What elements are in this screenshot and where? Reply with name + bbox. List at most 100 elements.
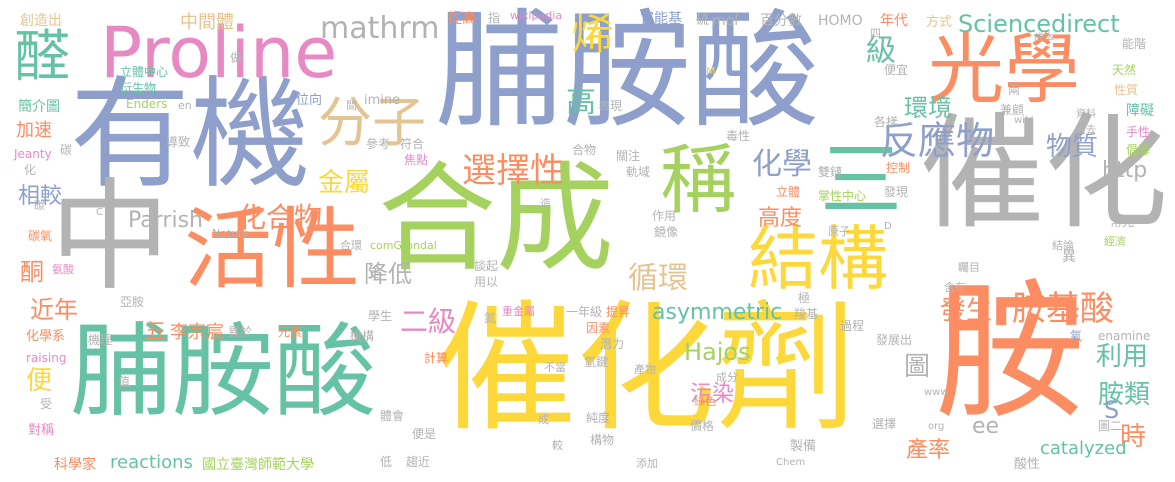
cloud-word: asymmetric: [652, 300, 783, 325]
cloud-word: 綠色: [694, 395, 716, 408]
cloud-word: 二級: [400, 305, 457, 338]
cloud-word: 各樣: [874, 115, 899, 129]
cloud-word: 合物: [572, 143, 597, 157]
cloud-word: Jeanty: [14, 147, 52, 161]
cloud-word: 化學系: [26, 329, 66, 344]
cloud-word: Sciencedirect: [958, 10, 1120, 38]
cloud-word: catalyzed: [1040, 438, 1127, 459]
cloud-word: 做: [230, 51, 243, 65]
cloud-word: HOMO: [818, 13, 863, 29]
cloud-word: 高: [566, 85, 596, 120]
cloud-word: 產率: [906, 438, 951, 463]
cloud-word: 活性: [184, 198, 361, 301]
cloud-word: 烯: [565, 12, 614, 54]
cloud-word: wiki: [1014, 115, 1034, 126]
cloud-word: 一年級: [566, 305, 603, 319]
cloud-word: 指: [488, 11, 501, 25]
cloud-word: 常見: [1110, 215, 1135, 229]
cloud-word: 參考: [366, 137, 391, 151]
cloud-word: 價格: [690, 419, 715, 433]
cloud-word: 元素: [278, 325, 303, 339]
cloud-word: 掌性中心: [818, 189, 867, 203]
cloud-word: 加速: [16, 120, 52, 141]
cloud-word: 發生: [940, 296, 993, 326]
cloud-word: Proline: [100, 12, 338, 94]
cloud-word: 兼顧: [1000, 103, 1025, 117]
cloud-word: 經濟: [1104, 235, 1126, 248]
cloud-word: 百分數: [760, 13, 802, 29]
cloud-word: 焦點: [404, 153, 429, 167]
cloud-word: 異: [1062, 249, 1076, 265]
cloud-word: 立體中心: [120, 65, 169, 79]
cloud-word: 氮: [484, 311, 497, 325]
cloud-word: 圖: [904, 352, 931, 382]
cloud-word: 能階: [1122, 37, 1147, 51]
cloud-word: 受: [40, 397, 53, 411]
cloud-word: 李宗宸: [170, 322, 224, 343]
cloud-word: 計算: [424, 351, 449, 365]
cloud-word: 稱: [660, 135, 736, 224]
cloud-word: 間: [346, 99, 357, 112]
cloud-word: raising: [26, 351, 67, 365]
cloud-word: org: [928, 421, 945, 432]
cloud-word: 催化: [920, 102, 1169, 246]
cloud-word: 化: [24, 163, 37, 177]
cloud-word: 酮: [20, 258, 44, 286]
cloud-word: 年代: [880, 13, 908, 29]
cloud-word: 添加: [636, 457, 658, 470]
cloud-word: 級: [860, 34, 895, 64]
cloud-word: 羧基: [794, 307, 819, 321]
cloud-word: 兩: [1008, 83, 1021, 97]
cloud-word: 中間體: [180, 12, 234, 33]
cloud-word: 鏡像: [654, 225, 679, 239]
cloud-word: 亞胺: [120, 295, 145, 309]
cloud-word: 作用: [652, 209, 677, 223]
cloud-word: 結論: [1052, 239, 1074, 252]
cloud-word: 機構: [350, 329, 375, 343]
cloud-word: 胺: [935, 266, 1086, 440]
cloud-word: ee: [972, 414, 1000, 439]
cloud-word: 硫: [696, 13, 710, 28]
cloud-word: 原子: [828, 225, 850, 238]
cloud-word: 近年: [30, 296, 78, 324]
cloud-word: 脯胺酸: [435, 0, 820, 146]
cloud-word: 造: [540, 197, 551, 210]
cloud-word: 表現: [598, 99, 623, 113]
cloud-word: 離去: [1076, 125, 1096, 136]
cloud-word: 污染: [690, 382, 735, 407]
cloud-word: comGrondal: [370, 239, 437, 252]
cloud-word: 趨近: [406, 455, 431, 469]
cloud-word: 發現: [884, 185, 909, 199]
cloud-word: 高度: [758, 206, 803, 231]
cloud-word: 含有: [944, 281, 966, 294]
cloud-word: Parrish: [128, 208, 203, 233]
cloud-word: 純度: [586, 411, 611, 425]
cloud-word: 酸性: [1014, 457, 1041, 472]
cloud-word: 便是: [412, 427, 437, 441]
cloud-word: 談起: [474, 259, 499, 273]
cloud-word: 更: [370, 267, 381, 280]
cloud-word: 胺類: [1098, 380, 1151, 410]
cloud-word: 用以: [474, 275, 499, 289]
cloud-word: en: [178, 99, 192, 112]
cloud-word: 體會: [380, 409, 405, 423]
cloud-word: 氫鍵: [584, 355, 609, 369]
cloud-word: 反應物: [880, 119, 995, 163]
cloud-word: 成: [538, 413, 549, 426]
cloud-word: 手性: [1126, 125, 1151, 139]
cloud-word: 醛: [14, 25, 70, 90]
cloud-word: 製備: [790, 439, 817, 454]
cloud-word: S: [1104, 396, 1120, 424]
cloud-word: 金屬: [318, 168, 371, 198]
cloud-word: C: [96, 207, 103, 218]
cloud-word: 雙鏈: [818, 165, 843, 179]
cloud-word: 低: [380, 455, 393, 469]
cloud-word: 關注: [616, 149, 641, 163]
cloud-word: 簡介圖: [18, 99, 60, 115]
cloud-word: 三: [820, 133, 903, 228]
cloud-word: 不當: [544, 361, 566, 374]
cloud-word: wikipedia: [510, 9, 563, 22]
cloud-word: 成本: [1034, 33, 1054, 44]
cloud-word: 循環: [628, 261, 688, 296]
